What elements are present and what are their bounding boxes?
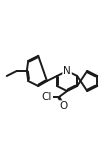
Text: Cl: Cl bbox=[42, 93, 52, 102]
Text: N: N bbox=[63, 66, 71, 76]
Text: O: O bbox=[59, 101, 67, 111]
